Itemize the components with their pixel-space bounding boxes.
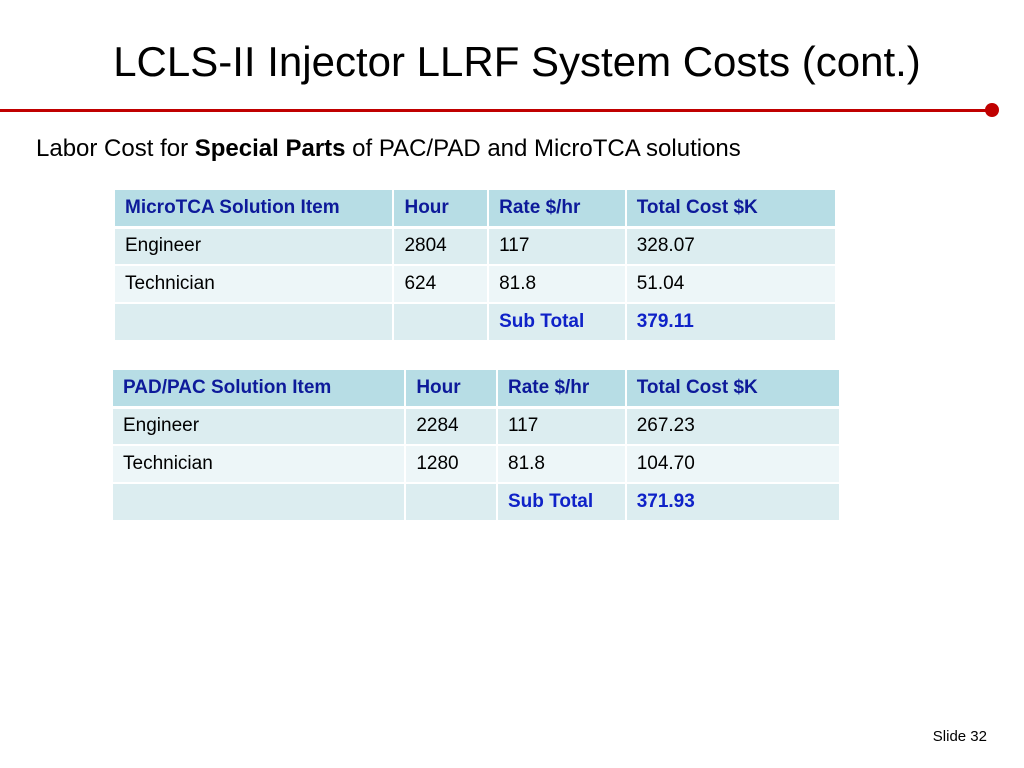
table-cell: 2284	[404, 406, 498, 446]
table-cell: 104.70	[624, 444, 842, 484]
table-row: Engineer 2804 117 328.07	[112, 226, 838, 266]
table-row: Technician 624 81.8 51.04	[112, 264, 838, 304]
table-cell: 81.8	[487, 264, 627, 304]
table-cell: 328.07	[624, 226, 838, 266]
column-header: Total Cost $K	[624, 188, 838, 229]
table-cell: 117	[496, 406, 627, 446]
divider-dot	[985, 103, 999, 117]
table-cell: 117	[487, 226, 627, 266]
column-header: Hour	[404, 368, 498, 409]
table-cell: 2804	[392, 226, 490, 266]
column-header: Rate $/hr	[487, 188, 627, 229]
column-header: PAD/PAC Solution Item	[110, 368, 407, 409]
table-cell	[110, 482, 407, 522]
subtotal-value: 379.11	[624, 302, 838, 342]
subtotal-value: 371.93	[624, 482, 842, 522]
column-header: Total Cost $K	[624, 368, 842, 409]
column-header: Hour	[392, 188, 490, 229]
title-divider	[0, 109, 989, 112]
table-row: Engineer 2284 117 267.23	[110, 406, 842, 446]
column-header: Rate $/hr	[496, 368, 627, 409]
subtitle-bold: Special Parts	[194, 135, 346, 162]
slide-number: Slide 32	[932, 728, 987, 745]
slide-subtitle: Labor Cost for Special Parts of PAC/PAD …	[36, 133, 741, 165]
table-row: Technician 1280 81.8 104.70	[110, 444, 842, 484]
table-cell: Technician	[112, 264, 395, 304]
subtotal-row: Sub Total 371.93	[110, 482, 842, 522]
table-cell: 51.04	[624, 264, 838, 304]
table-cell	[112, 302, 395, 342]
table-cell	[404, 482, 498, 522]
table-cell: 624	[392, 264, 490, 304]
subtotal-label: Sub Total	[496, 482, 627, 522]
table-header-row: MicroTCA Solution Item Hour Rate $/hr To…	[112, 188, 838, 229]
table-cell: 1280	[404, 444, 498, 484]
table-cell: 267.23	[624, 406, 842, 446]
slide-title: LCLS-II Injector LLRF System Costs (cont…	[113, 38, 921, 85]
subtotal-label: Sub Total	[487, 302, 627, 342]
pad-pac-cost-table: PAD/PAC Solution Item Hour Rate $/hr Tot…	[110, 368, 842, 522]
subtitle-prefix: Labor Cost for	[36, 135, 195, 162]
subtitle-suffix: of PAC/PAD and MicroTCA solutions	[345, 135, 741, 162]
table-cell: 81.8	[496, 444, 627, 484]
microtca-cost-table: MicroTCA Solution Item Hour Rate $/hr To…	[112, 188, 838, 342]
table-cell: Technician	[110, 444, 407, 484]
subtotal-row: Sub Total 379.11	[112, 302, 838, 342]
table-cell: Engineer	[110, 406, 407, 446]
column-header: MicroTCA Solution Item	[112, 188, 395, 229]
table-cell: Engineer	[112, 226, 395, 266]
table-header-row: PAD/PAC Solution Item Hour Rate $/hr Tot…	[110, 368, 842, 409]
table-cell	[392, 302, 490, 342]
